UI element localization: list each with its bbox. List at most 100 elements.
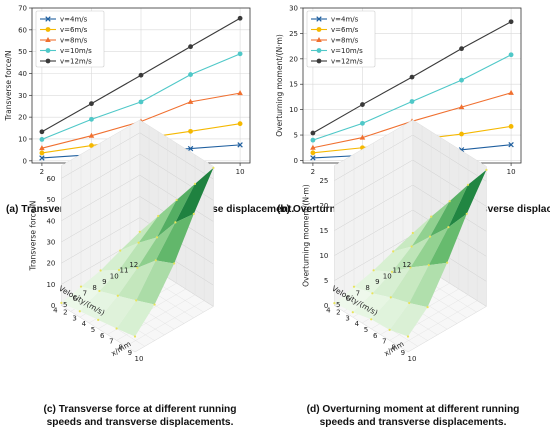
surface-node [78, 310, 81, 313]
data-point [39, 150, 45, 156]
surface-node [115, 327, 118, 330]
surface-patch [119, 237, 157, 271]
legend-marker [316, 48, 322, 53]
z-tick-label: 20 [46, 260, 55, 268]
legend-box [35, 10, 105, 68]
surface-chart-c: 23456789104567891011120102030405060x/mmV… [28, 119, 215, 363]
z-tick-label: 10 [319, 252, 328, 260]
surface-node [392, 250, 395, 253]
legend-marker [45, 27, 51, 32]
surface-node [448, 200, 451, 203]
y-tick-label: 9 [102, 278, 106, 286]
data-point [237, 51, 243, 57]
data-point [508, 19, 514, 25]
surface-patch [411, 201, 450, 247]
x-tick-label: 4 [82, 320, 87, 328]
y-axis-label: Overturning moment/(N·m) [275, 34, 284, 137]
x-tick-label: 6 [100, 332, 105, 340]
data-point [89, 101, 94, 107]
x-tick-label: 10 [236, 168, 245, 176]
data-point [237, 90, 243, 96]
y-tick-label: 25 [289, 30, 298, 38]
surface-node [97, 318, 100, 321]
x-tick-label: 2 [311, 168, 315, 176]
surface-node [388, 328, 391, 331]
caption-c-line1: (c) Transverse force at different runnin… [43, 404, 236, 415]
data-point [188, 44, 193, 50]
y-tick-label: 8 [92, 284, 96, 292]
x-tick-label: 8 [118, 343, 122, 351]
surface-node [485, 168, 488, 171]
legend-entry: v=10m/s [60, 47, 92, 55]
surface-node [117, 268, 121, 272]
x-tick-label: 10 [507, 168, 516, 176]
surface-patch [390, 265, 429, 303]
y-tick-label: 5 [63, 301, 67, 309]
data-point [187, 145, 194, 152]
y-tick-label: 11 [120, 267, 129, 275]
surface-node [174, 221, 177, 224]
data-point [409, 99, 415, 104]
surface-node [153, 303, 156, 306]
z-tick-label: 50 [46, 196, 55, 204]
z-tick-label: 10 [46, 281, 55, 289]
surface-patch [120, 216, 159, 251]
y-tick-label: 9 [375, 278, 379, 286]
x-tick-label: 7 [109, 338, 113, 346]
surface-node [446, 261, 449, 264]
x-tick-label: 10 [135, 355, 144, 363]
y-axis-label: Transverse force/N [4, 51, 13, 122]
data-point [237, 142, 243, 148]
data-point [459, 77, 464, 83]
data-point [188, 72, 193, 77]
data-point [39, 129, 45, 135]
legend-marker [45, 58, 51, 64]
z-tick-label: 25 [319, 177, 328, 185]
y-tick-label: 30 [289, 5, 298, 13]
y-gridline [334, 165, 409, 353]
y-tick-label: 10 [110, 272, 119, 280]
surface-patch [409, 262, 448, 308]
surface-patch [373, 246, 412, 272]
y-tick-label: 70 [18, 5, 27, 13]
legend-entry: v=6m/s [331, 26, 359, 34]
legend-entry: v=4m/s [331, 16, 359, 24]
surface-node [119, 249, 122, 252]
legend-entry: v=8m/s [60, 37, 88, 45]
data-point [459, 131, 464, 137]
data-point [39, 155, 45, 161]
surface-patch [81, 270, 119, 291]
legend-entry: v=4m/s [60, 16, 88, 24]
y-tick-label: 7 [83, 290, 87, 298]
data-point [508, 89, 514, 95]
x-tick-label: 10 [408, 355, 417, 363]
surface-patch [372, 267, 411, 298]
z-tick-label: 30 [46, 238, 55, 246]
x-tick-label: 8 [391, 343, 395, 351]
data-point [138, 72, 144, 78]
y-tick-label: 10 [383, 272, 392, 280]
z-tick-label: 15 [319, 227, 328, 235]
surface-node [137, 241, 140, 244]
x-tick-label: 2 [336, 309, 340, 317]
data-point [359, 134, 366, 140]
x-tick-label: 2 [40, 168, 44, 176]
surface-patch [448, 169, 487, 228]
legend-entry: v=12m/s [331, 58, 363, 66]
x-tick-label: 3 [72, 314, 76, 322]
surface-node [408, 301, 411, 305]
x-tick-label: 3 [345, 314, 349, 322]
surface-node [157, 214, 160, 218]
surface-node [426, 306, 429, 309]
z-tick-label: 20 [319, 202, 328, 210]
surface-patch [98, 295, 137, 329]
data-point [508, 124, 514, 129]
data-point [310, 144, 316, 150]
surface-node [99, 269, 102, 272]
legend-marker [45, 37, 51, 42]
surface-node [60, 301, 63, 304]
x-tick-label: 7 [382, 338, 386, 346]
surface-patch [334, 286, 373, 313]
surface-node [372, 269, 375, 272]
